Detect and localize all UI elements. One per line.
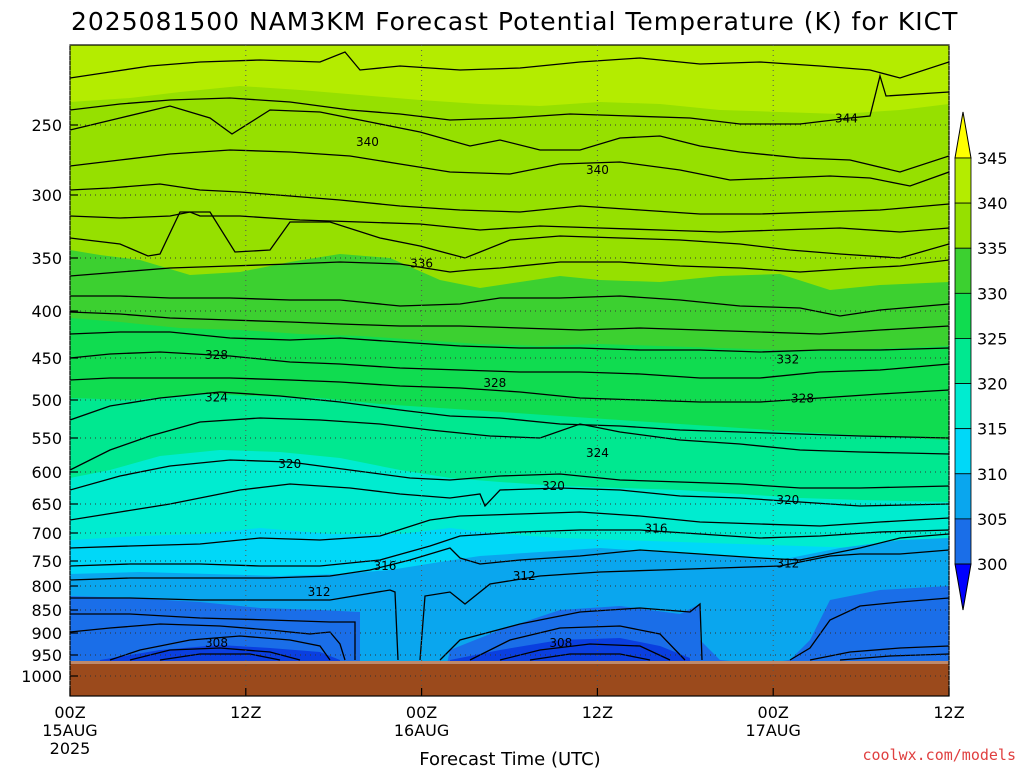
contour-label: 340 [356,135,379,149]
y-tick-label: 250 [31,116,62,135]
colorbar-min-triangle [954,563,972,611]
colorbar-tick-label: 310 [977,465,1008,484]
x-tick-label: 00Z [406,703,437,722]
colorbar-tick-label: 340 [977,194,1008,213]
grid-lines [69,45,950,696]
isentrope-lines [70,51,949,661]
x-tick-label: 16AUG [394,721,449,740]
contour-label: 312 [776,557,799,571]
contour-label: 340 [586,163,609,177]
y-axis: 250 300 350 400 450 500 550 600 650 700 750 800 850 9… [21,116,78,686]
contour-label: 308 [549,636,572,650]
y-tick-label: 850 [31,601,62,620]
y-tick-label: 300 [31,186,62,205]
colorbar-swatch [954,157,972,204]
x-tick-label: 17AUG [745,721,800,740]
band-300-305 [100,638,690,666]
contour-label: 312 [308,585,331,599]
colorbar: 345 340 335 330 325 320 315 310 305 300 [954,111,1008,611]
contour-label: 328 [791,391,814,405]
colorbar-max-triangle [954,111,972,159]
colorbar-tick-label: 330 [977,284,1008,303]
contour-label: 324 [586,446,609,460]
colorbar-swatch [954,383,972,430]
contour-label: 320 [542,479,565,493]
x-tick-label: 00Z [758,703,789,722]
y-tick-label: 350 [31,249,62,268]
colorbar-swatch [954,473,972,520]
contour-label: 312 [513,569,536,583]
x-tick-label: 2025 [50,739,91,758]
y-tick-label: 600 [31,463,62,482]
ground-terrain [70,661,949,696]
contour-label: 328 [205,348,228,362]
y-tick-label: 750 [31,552,62,571]
colorbar-swatch [954,428,972,475]
x-tick-label: 00Z [54,703,85,722]
x-tick-label: 12Z [582,703,613,722]
plot-area: 340 340 344 336 332 328 328 328 324 324 320 320 320 3… [70,45,949,696]
credit-text: coolwx.com/models [862,746,1016,764]
colorbar-tick-label: 320 [977,375,1008,394]
x-tick-label: 12Z [230,703,261,722]
chart-title: 2025081500 NAM3KM Forecast Potential Tem… [71,7,958,36]
contour-label: 344 [835,112,858,126]
colorbar-swatch [954,338,972,384]
y-tick-label: 900 [31,624,62,643]
colorbar-tick-label: 300 [977,555,1008,574]
colorbar-tick-label: 345 [977,149,1008,168]
y-tick-label: 950 [31,646,62,665]
colorbar-tick-label: 305 [977,510,1008,529]
colorbar-swatch [954,202,972,249]
colorbar-tick-label: 335 [977,239,1008,258]
x-tick-label: 15AUG [42,721,97,740]
y-tick-label: 550 [31,429,62,448]
colorbar-tick-label: 325 [977,329,1008,348]
contour-label: 324 [205,390,228,404]
contour-label: 320 [278,457,301,471]
contour-label: 320 [776,493,799,507]
y-tick-label: 1000 [21,667,62,686]
colorbar-swatch [954,292,972,339]
contour-label: 316 [645,521,668,535]
x-tick-label: 12Z [933,703,964,722]
contour-label: 316 [374,559,397,573]
y-tick-label: 800 [31,577,62,596]
contour-label: 308 [205,636,228,650]
contour-label: 336 [410,256,433,270]
x-axis-title: Forecast Time (UTC) [419,749,600,768]
colorbar-swatch [954,247,972,294]
colorbar-tick-label: 315 [977,420,1008,439]
y-tick-label: 500 [31,391,62,410]
y-tick-label: 650 [31,495,62,514]
colorbar-swatch [954,518,972,565]
y-tick-label: 700 [31,524,62,543]
contour-label: 328 [483,376,506,390]
y-tick-label: 450 [31,349,62,368]
y-tick-label: 400 [31,302,62,321]
contour-label: 332 [776,353,799,367]
